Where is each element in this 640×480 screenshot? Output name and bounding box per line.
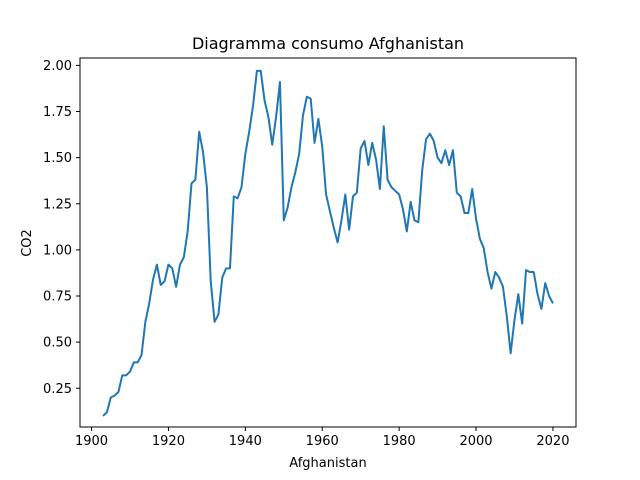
x-tick-label: 2020 [536, 434, 569, 449]
x-tick-label: 1980 [383, 434, 416, 449]
x-tick-label: 2000 [459, 434, 492, 449]
y-axis-label: CO2 [20, 229, 35, 257]
y-tick-label: 0.50 [43, 336, 72, 351]
series-line [102, 69, 554, 417]
y-tick-label: 1.00 [43, 243, 72, 258]
plot-frame [79, 57, 577, 428]
series-layer [102, 69, 554, 417]
axes-layer: 1900 1920 1940 1960 1980 2000 2020 0.25 0.50 0.75… [43, 57, 577, 449]
x-axis-label: Afghanistan [289, 456, 366, 471]
y-tick-label: 1.50 [43, 151, 72, 166]
y-tick-label: 0.75 [43, 290, 72, 305]
x-tick-label: 1960 [306, 434, 339, 449]
y-tick-label: 0.25 [43, 382, 72, 397]
chart-title: Diagramma consumo Afghanistan [192, 34, 464, 53]
x-tick-label: 1900 [75, 434, 108, 449]
x-tick-label: 1920 [152, 434, 185, 449]
y-tick-label: 1.25 [43, 197, 72, 212]
y-tick-label: 2.00 [43, 59, 72, 74]
y-tick-label: 1.75 [43, 105, 72, 120]
x-tick-label: 1940 [229, 434, 262, 449]
